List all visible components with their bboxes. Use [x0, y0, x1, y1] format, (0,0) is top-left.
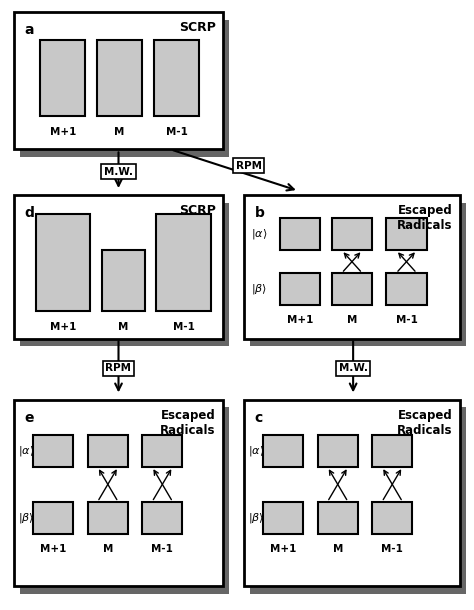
Bar	[142, 502, 182, 534]
Bar	[280, 273, 320, 305]
Bar	[88, 502, 128, 534]
Bar	[14, 195, 223, 339]
Text: M+1: M+1	[270, 544, 296, 553]
Bar	[244, 400, 460, 586]
Text: M-1: M-1	[173, 322, 195, 332]
Bar	[20, 20, 229, 157]
Bar	[244, 195, 460, 339]
Bar	[14, 400, 223, 586]
Text: $|\beta\rangle$: $|\beta\rangle$	[251, 282, 267, 296]
Text: e: e	[25, 411, 34, 425]
Bar	[280, 218, 320, 250]
Bar	[332, 218, 372, 250]
Bar	[88, 435, 128, 467]
Bar	[33, 435, 73, 467]
Bar	[40, 40, 85, 116]
Text: $|\alpha\rangle$: $|\alpha\rangle$	[248, 444, 264, 458]
Text: c: c	[255, 411, 263, 425]
Bar	[154, 40, 199, 116]
Text: M-1: M-1	[151, 544, 173, 553]
Text: M+1: M+1	[40, 544, 66, 553]
Bar	[14, 12, 223, 149]
Text: $|\alpha\rangle$: $|\alpha\rangle$	[251, 228, 268, 241]
Bar	[318, 502, 358, 534]
Bar	[372, 502, 412, 534]
Text: M-1: M-1	[165, 127, 188, 137]
Bar	[102, 250, 145, 311]
Text: SCRP: SCRP	[179, 204, 216, 217]
Text: M.W.: M.W.	[104, 167, 133, 177]
Text: Escaped
Radicals: Escaped Radicals	[160, 409, 216, 437]
Text: M: M	[103, 544, 113, 553]
Text: Escaped
Radicals: Escaped Radicals	[397, 204, 453, 232]
Bar	[263, 435, 303, 467]
Bar	[250, 407, 466, 594]
Bar	[20, 203, 229, 346]
Text: SCRP: SCRP	[179, 21, 216, 34]
Bar	[386, 218, 427, 250]
Bar	[386, 273, 427, 305]
Text: b: b	[255, 206, 264, 220]
Text: Escaped
Radicals: Escaped Radicals	[397, 409, 453, 437]
Text: RPM: RPM	[106, 364, 131, 373]
Text: $|\beta\rangle$: $|\beta\rangle$	[18, 511, 34, 525]
Text: $|\beta\rangle$: $|\beta\rangle$	[248, 511, 264, 525]
Bar	[332, 273, 372, 305]
Bar	[142, 435, 182, 467]
Bar	[250, 203, 466, 346]
Bar	[20, 407, 229, 594]
Text: M: M	[115, 127, 125, 137]
Bar	[36, 214, 90, 311]
Text: d: d	[25, 206, 35, 220]
Bar	[97, 40, 142, 116]
Text: a: a	[25, 23, 34, 37]
Text: M: M	[347, 315, 357, 325]
Text: M-1: M-1	[381, 544, 403, 553]
Bar	[33, 502, 73, 534]
Bar	[318, 435, 358, 467]
Text: M: M	[118, 322, 128, 332]
Text: RPM: RPM	[236, 160, 262, 171]
Text: $|\alpha\rangle$: $|\alpha\rangle$	[18, 444, 35, 458]
Text: M.W.: M.W.	[338, 364, 368, 373]
Bar	[156, 214, 211, 311]
Text: M+1: M+1	[50, 322, 76, 332]
Bar	[372, 435, 412, 467]
Text: M+1: M+1	[287, 315, 313, 325]
Bar	[263, 502, 303, 534]
Text: M+1: M+1	[50, 127, 76, 137]
Text: M: M	[333, 544, 343, 553]
Text: M-1: M-1	[395, 315, 418, 325]
